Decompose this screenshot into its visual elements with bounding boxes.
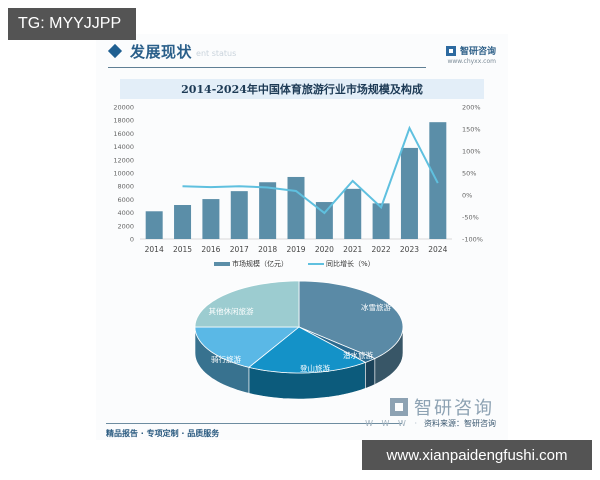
right-axis-tick: 200% (462, 104, 481, 112)
source-note: W W W · 资料来源：智研咨询 (365, 418, 496, 429)
right-axis-tick: -100% (462, 236, 483, 244)
footer-brand: 智研咨询 (390, 394, 494, 420)
bar-2021 (344, 188, 362, 239)
pie-label: 冰雪旅游 (361, 302, 391, 312)
brand-url: www.chyxx.com (447, 58, 496, 65)
bar-2019 (287, 176, 305, 239)
left-axis-tick: 20000 (113, 104, 134, 112)
brand-name: 智研咨询 (459, 47, 496, 57)
site-url-badge: www.xianpaidengfushi.com (362, 440, 592, 470)
x-tick-label: 2023 (400, 245, 419, 254)
footer-brand-name: 智研咨询 (414, 398, 494, 419)
bar-2014 (145, 211, 163, 239)
pie-slice-潜水旅游 (298, 326, 376, 363)
left-axis-tick: 4000 (117, 209, 134, 217)
pie-label: 登山旅游 (300, 363, 330, 373)
section-subtitle: ent status (196, 48, 237, 58)
brand-top: 智研咨询 www.chyxx.com (445, 44, 496, 65)
left-axis-tick: 8000 (117, 183, 134, 191)
legend-bar-swatch (214, 262, 230, 266)
legend-bar-label: 市场规模（亿元） (232, 259, 288, 268)
x-tick-label: 2021 (343, 245, 362, 254)
x-tick-label: 2016 (201, 245, 220, 254)
pie-label: 潜水旅游 (343, 350, 373, 360)
left-axis-tick: 12000 (113, 156, 134, 164)
bar-2016 (202, 199, 220, 239)
chart-title-bar: 2014-2024年中国体育旅游行业市场规模及构成 (120, 79, 484, 99)
brand-logo-icon (445, 45, 456, 56)
chart-title: 2014-2024年中国体育旅游行业市场规模及构成 (181, 83, 423, 96)
growth-line (182, 125, 439, 215)
footer-logo-icon (390, 398, 408, 416)
left-axis-tick: 6000 (117, 196, 134, 204)
combo-chart: 0 2000 4000 6000 8000 10000 12000 14000 16000 180… (113, 104, 483, 269)
source-text: 资料来源：智研咨询 (424, 419, 496, 428)
right-axis-tick: 150% (462, 126, 481, 134)
x-tick-label: 2018 (258, 245, 277, 254)
pie-slice-其他休闲旅游 (194, 280, 300, 328)
x-tick-label: 2014 (145, 245, 164, 254)
header-divider (108, 67, 426, 68)
tg-watermark-badge: TG: MYYJJPP (8, 8, 136, 40)
left-axis-tick: 2000 (117, 222, 134, 230)
x-tick-label: 2024 (428, 245, 447, 254)
pie-slice-登山旅游 (248, 326, 367, 374)
x-tick-label: 2019 (286, 245, 305, 254)
section-title: 发展现状 (130, 42, 193, 61)
bar-2023 (400, 147, 418, 239)
legend-line-label: 同比增长（%） (326, 259, 375, 268)
bar-2018 (259, 182, 277, 239)
pie-side-潜水旅游 (365, 358, 376, 389)
section-header: 发展现状 ent status (104, 40, 236, 62)
bar-2022 (372, 203, 390, 239)
left-axis-tick: 16000 (113, 130, 134, 138)
pie-slice-骑行旅游 (194, 326, 301, 368)
footer-divider (106, 423, 402, 424)
pie-slice-冰雪旅游 (298, 280, 404, 359)
left-axis-tick: 10000 (113, 170, 134, 178)
footer-www: W W W · (365, 419, 420, 428)
x-tick-label: 2022 (372, 245, 391, 254)
diamond-icon (107, 43, 123, 59)
right-axis-tick: 100% (462, 148, 481, 156)
infographic-card: 发展现状 ent status 智研咨询 www.chyxx.com 2014-… (96, 34, 508, 440)
left-axis-tick: 0 (130, 236, 134, 244)
bar-2015 (174, 205, 192, 239)
footer-slogan: 精品报告 · 专项定制 · 品质服务 (106, 429, 220, 438)
x-tick-label: 2017 (230, 245, 249, 254)
bar-2024 (429, 122, 447, 239)
right-axis-tick: -50% (462, 214, 479, 222)
right-axis-tick: 50% (462, 170, 476, 178)
bar-2020 (315, 202, 333, 239)
right-axis-tick: 0% (462, 192, 472, 200)
left-axis-tick: 18000 (113, 117, 134, 125)
x-tick-label: 2015 (173, 245, 192, 254)
pie-label: 其他休闲旅游 (209, 306, 254, 316)
pie-label: 骑行旅游 (211, 354, 241, 364)
x-tick-label: 2020 (315, 245, 334, 254)
bar-2017 (230, 191, 248, 239)
left-axis-tick: 14000 (113, 143, 134, 151)
